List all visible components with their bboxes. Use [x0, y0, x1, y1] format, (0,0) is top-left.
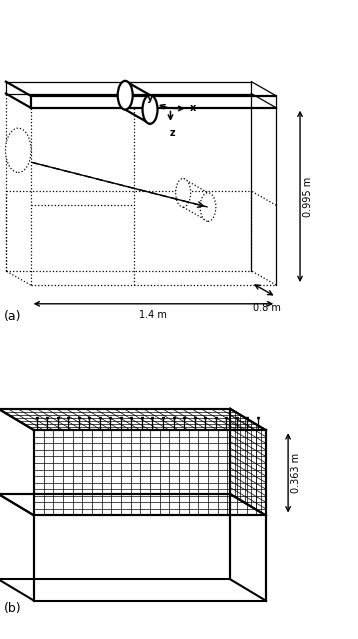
- Text: 0.995 m: 0.995 m: [303, 176, 313, 217]
- Ellipse shape: [176, 178, 191, 207]
- Ellipse shape: [118, 81, 133, 110]
- Text: y: y: [147, 93, 153, 103]
- Text: 0.8 m: 0.8 m: [253, 303, 281, 313]
- Ellipse shape: [5, 128, 31, 173]
- Text: x: x: [190, 104, 196, 114]
- Ellipse shape: [200, 193, 216, 221]
- Text: 1.4 m: 1.4 m: [140, 310, 168, 320]
- Text: (a): (a): [4, 310, 21, 323]
- Text: z: z: [170, 128, 175, 138]
- Text: 0.363 m: 0.363 m: [291, 453, 301, 493]
- Ellipse shape: [142, 95, 158, 124]
- Text: (b): (b): [4, 602, 21, 615]
